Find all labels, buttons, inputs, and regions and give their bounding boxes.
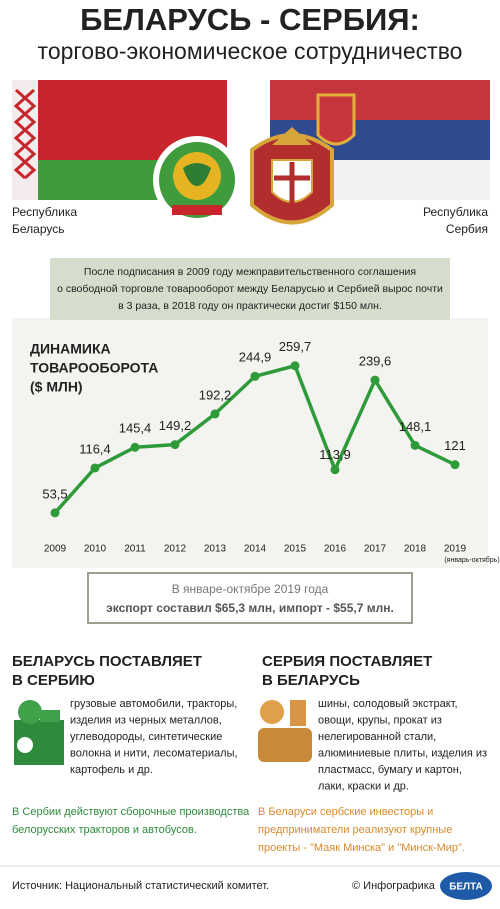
x-tick-label: 2019 — [444, 544, 467, 555]
point — [90, 463, 100, 473]
section-title: В БЕЛАРУСЬ — [262, 672, 360, 689]
summary-box — [87, 572, 413, 624]
x-tick-label: 2009 — [44, 544, 67, 555]
list-line: нелегированной стали, — [318, 731, 436, 743]
value-label: 113,9 — [319, 447, 351, 462]
note-left: белорусских тракторов и автобусов. — [12, 824, 197, 836]
x-tick-label: 2010 — [84, 544, 107, 555]
export-icon — [14, 700, 64, 765]
x-note: (январь-октябрь) — [444, 556, 499, 564]
summary-text: экспорт составил $65,3 млн, импорт - $55… — [106, 601, 394, 615]
point — [170, 440, 180, 450]
country-label: Беларусь — [12, 222, 64, 236]
value-label: 259,7 — [279, 339, 312, 354]
country-label: Сербия — [446, 222, 488, 236]
note-left: В Сербии действуют сборочные производств… — [12, 806, 250, 818]
list-line: картофель и др. — [70, 764, 153, 776]
value-label: 149,2 — [159, 418, 192, 433]
x-tick-label: 2014 — [244, 544, 267, 555]
list-line: овощи, крупы, прокат из — [318, 714, 442, 726]
list-line: волокна и нити, лесоматериалы, — [70, 747, 238, 759]
section-title: СЕРБИЯ ПОСТАВЛЯЕТ — [262, 653, 432, 670]
point — [410, 440, 420, 450]
list-line: лаки, краски и др. — [318, 780, 409, 792]
serbia-emblem — [250, 127, 334, 225]
x-tick-label: 2018 — [404, 544, 427, 555]
country-label: Республика — [12, 205, 77, 219]
chart-title: ТОВАРООБОРОТА — [30, 360, 158, 376]
point — [210, 409, 220, 419]
credit: © Инфографика — [352, 880, 436, 892]
point — [50, 508, 60, 518]
note-right: В Беларуси сербские инвесторы и — [258, 806, 433, 818]
point — [130, 442, 140, 452]
list-line: грузовые автомобили, тракторы, — [70, 698, 237, 710]
subtitle: торгово-экономическое сотрудничество — [38, 38, 463, 64]
intro-text: в 3 раза, в 2018 году он практически дос… — [118, 300, 382, 312]
value-label: 53,5 — [42, 486, 67, 501]
point — [290, 361, 300, 371]
list-line: изделия из черных металлов, — [70, 714, 222, 726]
value-label: 116,4 — [79, 441, 111, 456]
chart-title: ДИНАМИКА — [30, 341, 111, 357]
point — [450, 460, 460, 470]
value-label: 239,6 — [359, 354, 392, 369]
note-right: проекты - "Маяк Минска" и "Минск-Мир". — [258, 842, 465, 854]
country-label: Республика — [423, 205, 488, 219]
list-line: алюминиевые плиты, изделия из — [318, 747, 487, 759]
value-label: 145,4 — [119, 421, 152, 436]
x-tick-label: 2013 — [204, 544, 227, 555]
source: Источник: Национальный статистический ко… — [12, 880, 269, 892]
logo — [440, 872, 492, 900]
x-tick-label: 2017 — [364, 544, 387, 555]
chart-title: ($ МЛН) — [30, 379, 83, 395]
summary-heading: В январе-октябре 2019 года — [172, 582, 329, 596]
section-title: БЕЛАРУСЬ ПОСТАВЛЯЕТ — [12, 653, 202, 670]
point — [370, 375, 380, 385]
list-line: шины, солодовый экстракт, — [318, 698, 458, 710]
x-tick-label: 2016 — [324, 544, 347, 555]
list-line: углеводороды, синтетические — [70, 731, 222, 743]
value-label: 244,9 — [239, 350, 272, 365]
title: БЕЛАРУСЬ - СЕРБИЯ: — [80, 2, 420, 37]
logo-text: БЕЛТА — [449, 882, 483, 893]
note-right: предприниматели реализуют крупные — [258, 824, 452, 836]
list-line: пластмасс, бумагу и картон, — [318, 764, 462, 776]
x-tick-label: 2015 — [284, 544, 307, 555]
chart-background — [12, 318, 488, 568]
line-chart: ДИНАМИКА ТОВАРООБОРОТА ($ МЛН) (январь-о… — [30, 339, 500, 564]
belarus-emblem — [153, 136, 241, 224]
point — [330, 465, 340, 475]
x-tick-label: 2011 — [124, 544, 146, 555]
point — [250, 371, 260, 381]
intro-text: После подписания в 2009 году межправител… — [84, 266, 416, 278]
intro-box — [50, 258, 450, 320]
value-label: 121 — [444, 438, 466, 453]
import-icon — [258, 700, 312, 762]
value-label: 192,2 — [199, 387, 232, 402]
intro-text: о свободной торговле товарооборот между … — [57, 283, 443, 295]
value-label: 148,1 — [399, 419, 432, 434]
section-title: В СЕРБИЮ — [12, 672, 95, 689]
x-tick-label: 2012 — [164, 544, 187, 555]
